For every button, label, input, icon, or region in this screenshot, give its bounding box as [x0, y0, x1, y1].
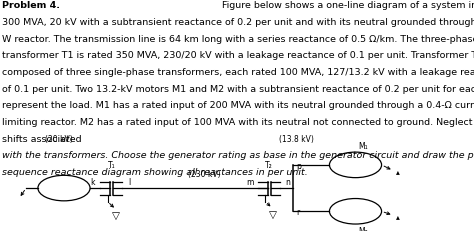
Text: k: k: [90, 177, 95, 186]
Text: W reactor. The transmission line is 64 km long with a series reactance of 0.5 Ω/: W reactor. The transmission line is 64 k…: [2, 34, 474, 43]
Text: Figure below shows a one-line diagram of a system in which the three-phase gener: Figure below shows a one-line diagram of…: [222, 1, 474, 10]
Text: ▴: ▴: [396, 211, 400, 220]
Text: (230 kV): (230 kV): [188, 169, 220, 178]
Text: M₂: M₂: [358, 226, 368, 231]
Text: represent the load. M1 has a rated input of 200 MVA with its neutral grounded th: represent the load. M1 has a rated input…: [2, 101, 474, 110]
Text: ▽: ▽: [269, 209, 276, 219]
Text: sequence reactance diagram showing all reactances in per unit.: sequence reactance diagram showing all r…: [2, 167, 308, 176]
Text: l: l: [128, 177, 130, 186]
Text: 300 MVA, 20 kV with a subtransient reactance of 0.2 per unit and with its neutra: 300 MVA, 20 kV with a subtransient react…: [2, 18, 474, 27]
Text: r: r: [297, 207, 300, 216]
Text: transformer T1 is rated 350 MVA, 230/20 kV with a leakage reactance of 0.1 per u: transformer T1 is rated 350 MVA, 230/20 …: [2, 51, 474, 60]
Text: T₁: T₁: [108, 160, 115, 169]
Text: T₂: T₂: [265, 160, 273, 169]
Text: of 0.1 per unit. Two 13.2-kV motors M1 and M2 with a subtransient reactance of 0: of 0.1 per unit. Two 13.2-kV motors M1 a…: [2, 84, 474, 93]
Text: shifts associated: shifts associated: [2, 134, 82, 143]
Text: ▴: ▴: [396, 167, 400, 175]
Text: Problem 4.: Problem 4.: [2, 1, 64, 10]
Text: (13.8 kV): (13.8 kV): [279, 134, 314, 143]
Text: n: n: [285, 177, 290, 186]
Text: (20 kV): (20 kV): [46, 134, 73, 143]
Text: limiting reactor. M2 has a rated input of 100 MVA with its neutral not connected: limiting reactor. M2 has a rated input o…: [2, 118, 474, 127]
Text: with the transformers. Choose the generator rating as base in the generator circ: with the transformers. Choose the genera…: [2, 151, 474, 160]
Text: m: m: [246, 177, 254, 186]
Text: ▽: ▽: [112, 210, 120, 220]
Text: composed of three single-phase transformers, each rated 100 MVA, 127/13.2 kV wit: composed of three single-phase transform…: [2, 68, 474, 77]
Text: M₁: M₁: [358, 141, 367, 150]
Text: p: p: [297, 161, 301, 170]
